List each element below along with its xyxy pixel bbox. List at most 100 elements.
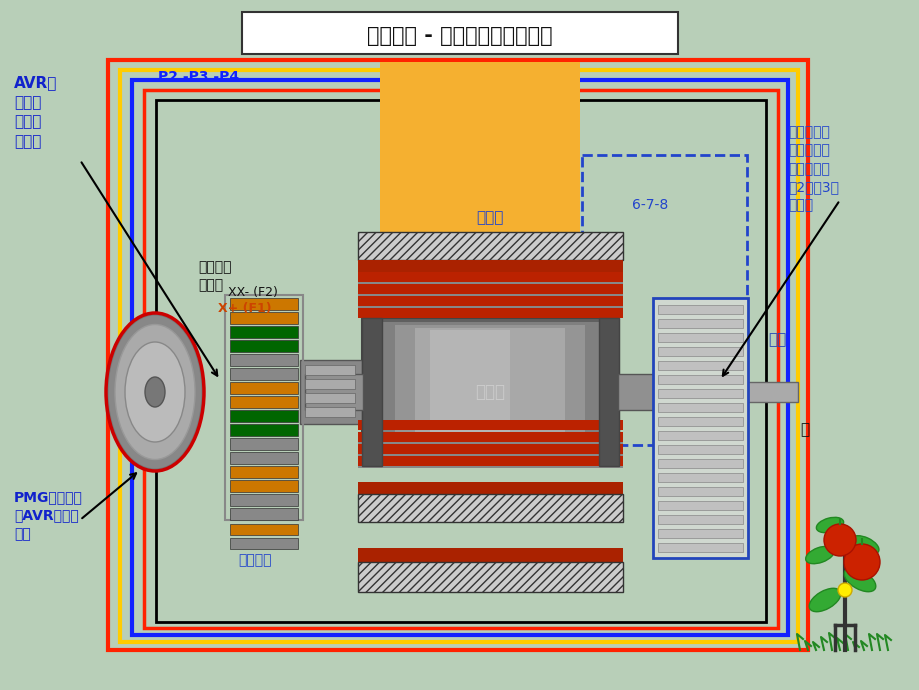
Bar — [657, 445, 743, 454]
Bar — [657, 333, 743, 342]
Bar — [357, 562, 622, 592]
Bar — [414, 328, 564, 456]
Bar — [230, 452, 298, 464]
Text: 励磁转子
和定子: 励磁转子 和定子 — [198, 260, 232, 293]
Text: 故障查找 - 电机根本构造和电路: 故障查找 - 电机根本构造和电路 — [367, 26, 552, 46]
Bar — [657, 347, 743, 356]
Bar — [657, 515, 743, 524]
Bar — [429, 330, 509, 454]
Bar — [652, 298, 747, 558]
Ellipse shape — [805, 546, 834, 564]
Bar — [657, 375, 743, 384]
Bar — [230, 354, 298, 366]
Bar — [357, 308, 622, 318]
Text: 整流模块: 整流模块 — [238, 553, 271, 567]
Bar — [657, 431, 743, 440]
Bar — [657, 529, 743, 538]
Bar — [242, 12, 677, 54]
Bar — [357, 482, 622, 494]
Bar — [300, 360, 361, 424]
Text: P2 -P3 -P4: P2 -P3 -P4 — [158, 70, 239, 84]
Ellipse shape — [108, 315, 202, 469]
Bar — [357, 260, 622, 272]
Bar — [230, 438, 298, 450]
Bar — [357, 284, 622, 294]
Bar — [230, 326, 298, 338]
Bar — [618, 374, 737, 410]
Bar — [357, 272, 622, 282]
Bar — [156, 100, 766, 622]
Text: 轴: 轴 — [800, 422, 808, 437]
Bar — [230, 480, 298, 492]
Bar — [357, 294, 622, 296]
Bar — [144, 90, 777, 628]
Bar — [357, 454, 622, 456]
Bar — [357, 232, 622, 260]
Bar — [657, 417, 743, 426]
Bar — [657, 501, 743, 510]
Bar — [230, 424, 298, 436]
Bar — [230, 410, 298, 422]
Bar — [380, 62, 579, 237]
Bar — [657, 403, 743, 412]
Bar — [230, 396, 298, 408]
Ellipse shape — [837, 583, 851, 597]
Text: 轴承: 轴承 — [767, 333, 786, 348]
Bar — [230, 312, 298, 324]
Bar — [657, 305, 743, 314]
Bar — [131, 80, 788, 635]
Text: X+ (F1): X+ (F1) — [218, 302, 271, 315]
Text: PMG供给电源
给AVR（安装
时）: PMG供给电源 给AVR（安装 时） — [14, 490, 83, 541]
Bar — [657, 389, 743, 398]
Bar — [230, 524, 298, 535]
Ellipse shape — [125, 342, 185, 442]
Bar — [230, 298, 298, 310]
Ellipse shape — [844, 569, 875, 592]
Bar — [357, 442, 622, 444]
Bar — [305, 374, 363, 410]
Bar — [657, 459, 743, 468]
Bar — [375, 322, 609, 462]
Bar — [357, 420, 622, 430]
Ellipse shape — [115, 324, 195, 460]
Bar — [305, 407, 355, 417]
Bar — [361, 318, 618, 466]
Ellipse shape — [145, 377, 165, 407]
Circle shape — [843, 544, 879, 580]
Bar — [230, 494, 298, 506]
Bar — [225, 295, 302, 520]
Bar — [230, 538, 298, 549]
Bar — [230, 382, 298, 394]
Text: AVR输
出直流
电给励
磁定子: AVR输 出直流 电给励 磁定子 — [14, 75, 57, 150]
Bar — [230, 340, 298, 352]
Bar — [394, 325, 584, 459]
Ellipse shape — [850, 535, 878, 554]
Bar — [357, 548, 622, 562]
Circle shape — [823, 524, 855, 556]
Bar — [657, 543, 743, 552]
Bar — [119, 70, 797, 642]
Bar — [657, 319, 743, 328]
Bar — [357, 306, 622, 308]
Bar — [357, 432, 622, 442]
Bar — [737, 382, 797, 402]
Ellipse shape — [809, 589, 840, 612]
Bar — [357, 494, 622, 522]
Bar — [305, 393, 355, 403]
Bar — [657, 473, 743, 482]
Bar — [361, 318, 381, 466]
Bar — [108, 60, 807, 650]
Text: 6-7-8: 6-7-8 — [631, 198, 667, 212]
Text: XX- (F2): XX- (F2) — [228, 286, 278, 299]
Bar — [230, 368, 298, 380]
Text: 主定子: 主定子 — [476, 210, 503, 226]
Bar — [657, 361, 743, 370]
Bar — [230, 466, 298, 478]
Bar — [305, 379, 355, 389]
Bar — [582, 155, 746, 445]
Bar — [598, 318, 618, 466]
Bar — [305, 365, 355, 375]
Bar — [357, 444, 622, 454]
Bar — [230, 508, 298, 520]
Text: 主转子: 主转子 — [474, 383, 505, 401]
